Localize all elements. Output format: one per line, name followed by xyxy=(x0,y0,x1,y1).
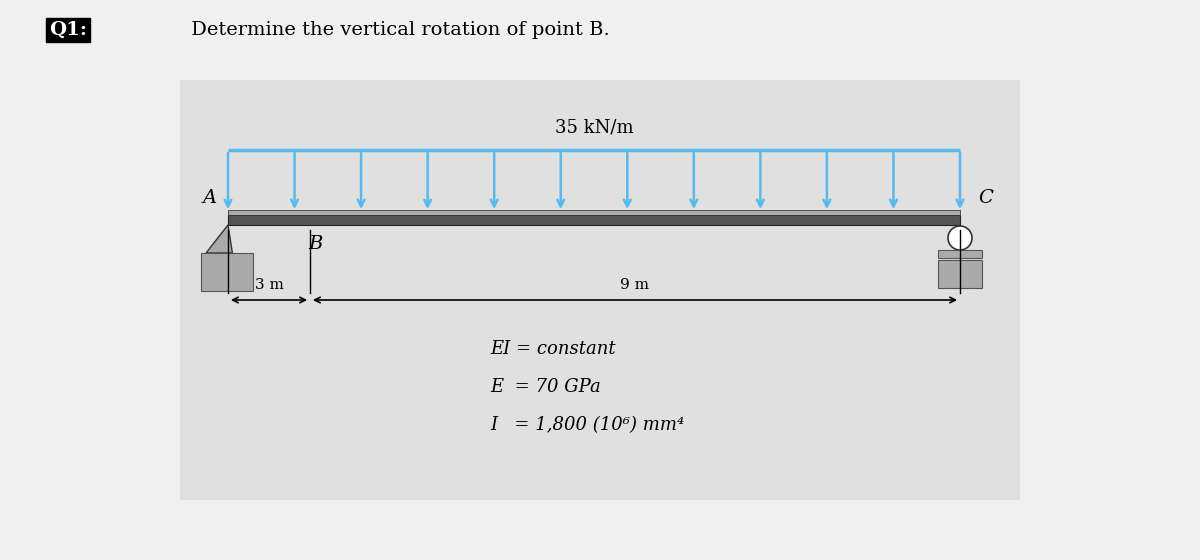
Bar xyxy=(228,215,960,225)
Text: Q1:: Q1: xyxy=(49,21,88,39)
Bar xyxy=(202,253,253,291)
Bar xyxy=(228,210,960,215)
Text: E  = 70 GPa: E = 70 GPa xyxy=(490,378,601,396)
Text: B: B xyxy=(308,235,322,253)
Text: 3 m: 3 m xyxy=(254,278,283,292)
Bar xyxy=(938,250,982,258)
Circle shape xyxy=(948,226,972,250)
Text: 9 m: 9 m xyxy=(620,278,649,292)
Bar xyxy=(180,80,1020,500)
Text: Determine the vertical rotation of point B.: Determine the vertical rotation of point… xyxy=(185,21,610,39)
Bar xyxy=(938,260,982,288)
Text: A: A xyxy=(203,189,217,207)
Text: 35 kN/m: 35 kN/m xyxy=(554,118,634,136)
Text: C: C xyxy=(978,189,992,207)
Text: EI = constant: EI = constant xyxy=(490,340,616,358)
Text: I   = 1,800 (10⁶) mm⁴: I = 1,800 (10⁶) mm⁴ xyxy=(490,416,684,434)
Polygon shape xyxy=(206,225,233,253)
